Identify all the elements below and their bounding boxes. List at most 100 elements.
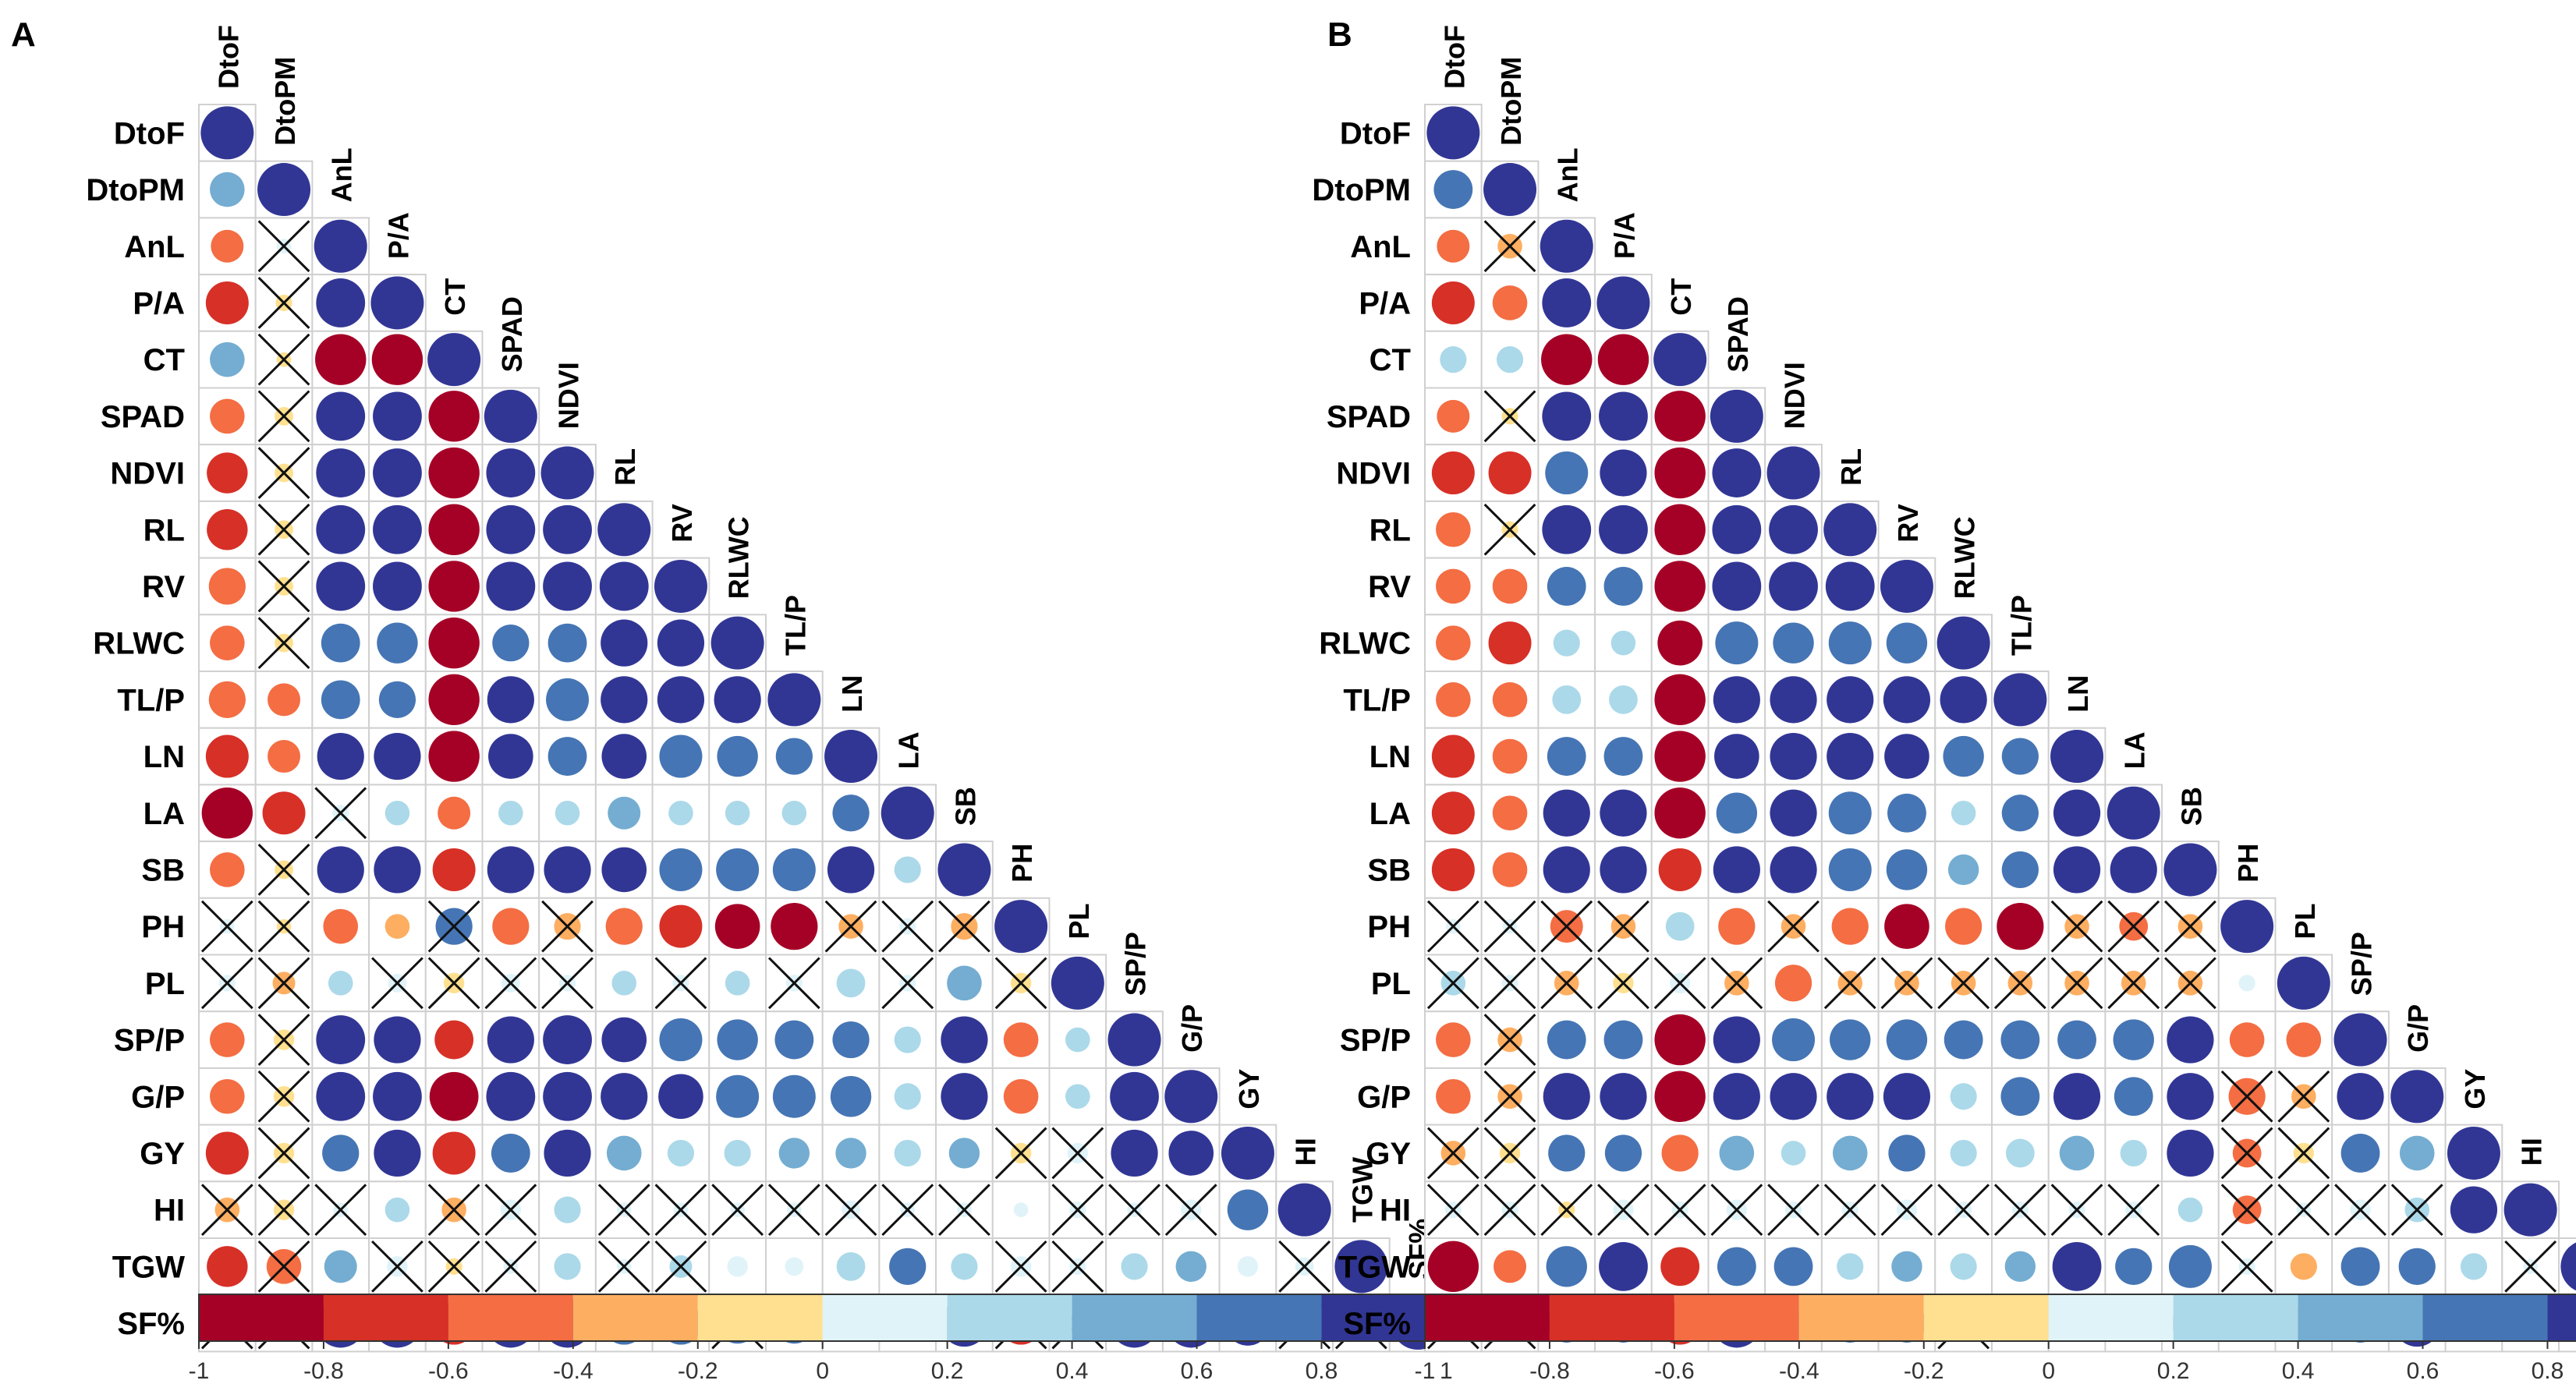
insignificant-cross-ph-dtof — [200, 900, 253, 953]
corr-circle-spad-p-a — [373, 391, 422, 441]
corr-circle-gy-la — [894, 1139, 921, 1167]
corr-circle-spad-spad — [1710, 389, 1763, 443]
corr-circle-gy-p-a — [374, 1129, 421, 1177]
corr-circle-rv-dtof — [208, 568, 246, 605]
corr-circle-ph-rl — [1831, 908, 1869, 945]
corr-circle-la-rlwc — [1951, 800, 1976, 826]
insignificant-cross-pl-dtopm — [257, 957, 310, 1010]
row-label-anl: AnL — [1350, 230, 1411, 264]
insignificant-cross-rl-dtopm — [1483, 503, 1536, 556]
row-label-sp-p: SP/P — [114, 1024, 185, 1058]
insignificant-cross-hi-spad — [1710, 1184, 1763, 1237]
colorbar-tick-label: -0.6 — [428, 1358, 469, 1384]
corr-circle-ph-tl-p — [1997, 903, 2044, 950]
corr-circle-g-p-ph — [1003, 1078, 1039, 1114]
corr-circle-ln-anl — [317, 732, 364, 780]
corr-circle-tgw-la — [889, 1248, 927, 1285]
corr-circle-anl-dtof — [1437, 229, 1470, 263]
column-label-p-a: P/A — [1608, 212, 1640, 259]
column-label-ct: CT — [439, 278, 471, 316]
colorbar-tick-label: 0.2 — [931, 1358, 964, 1384]
corr-circle-sp-p-pl — [1065, 1027, 1090, 1053]
insignificant-cross-pl-rlwc — [1937, 957, 1990, 1010]
colorbar-segment — [822, 1294, 948, 1341]
column-label-dtopm: DtoPM — [1495, 57, 1527, 146]
corr-circle-tgw-sp-p — [1121, 1253, 1148, 1280]
corr-circle-ndvi-ct — [1654, 447, 1706, 499]
corr-circle-g-p-sb — [941, 1073, 988, 1120]
corr-circle-p-a-anl — [1542, 278, 1592, 327]
corr-circle-la-ct — [1654, 788, 1706, 839]
corr-circle-gy-rlwc — [1950, 1139, 1977, 1167]
insignificant-cross-hi-rlwc — [711, 1184, 764, 1237]
corr-circle-g-p-spad — [486, 1071, 536, 1121]
colorbar-tick-label: -0.2 — [1904, 1358, 1944, 1384]
corr-circle-g-p-ln — [830, 1076, 872, 1117]
corr-circle-tgw-gy — [1237, 1256, 1259, 1277]
panel-b-plot: DtoF DtoPM AnL P/A CT SPAD NDVI RL RV RLWC TL/P LN L… — [1312, 25, 2576, 1384]
insignificant-cross-hi-rl — [1823, 1184, 1876, 1237]
corr-circle-rlwc-spad — [492, 625, 530, 662]
insignificant-cross-gy-dtopm — [257, 1127, 310, 1180]
corr-circle-sp-p-sp-p — [2333, 1013, 2387, 1067]
corr-circle-rlwc-rlwc — [710, 616, 764, 670]
corr-circle-ln-ln — [2050, 730, 2104, 784]
corr-circle-sp-p-ndvi — [543, 1015, 592, 1064]
corr-circle-la-tl-p — [781, 800, 807, 826]
corr-circle-ndvi-dtof — [1431, 451, 1475, 495]
insignificant-cross-hi-ct — [427, 1184, 480, 1237]
corr-circle-gy-rv — [1888, 1134, 1926, 1172]
corr-circle-rv-ndvi — [1769, 561, 1818, 611]
corr-circle-dtof-dtof — [200, 106, 254, 160]
corr-circle-ct-dtopm — [1496, 346, 1524, 373]
row-label-g-p: G/P — [1357, 1080, 1411, 1114]
insignificant-cross-sb-dtopm — [257, 844, 310, 896]
corr-circle-g-p-anl — [1543, 1073, 1590, 1120]
corr-circle-ndvi-ndvi — [1766, 446, 1820, 500]
corr-circle-ct-anl — [315, 334, 367, 385]
row-label-la: LA — [144, 797, 185, 831]
corr-circle-gy-ct — [1661, 1134, 1699, 1172]
row-label-rlwc: RLWC — [1319, 627, 1411, 661]
corr-circle-sp-p-spad — [1713, 1016, 1760, 1064]
column-label-sp-p: SP/P — [2346, 932, 2378, 996]
column-label-rlwc: RLWC — [1949, 516, 1981, 599]
corr-circle-tgw-tgw — [1334, 1240, 1388, 1294]
insignificant-cross-hi-rv — [654, 1184, 707, 1237]
grid-cell — [1480, 784, 1540, 843]
colorbar-segment — [947, 1294, 1072, 1341]
corr-circle-sp-p-p-a — [1603, 1020, 1643, 1060]
corr-circle-tgw-ln — [836, 1251, 866, 1281]
corr-circle-rl-ct — [1654, 504, 1706, 555]
corr-circle-ln-anl — [1547, 737, 1586, 776]
corr-circle-gy-sb — [2167, 1129, 2214, 1177]
insignificant-cross-rv-dtopm — [257, 560, 310, 613]
corr-circle-gy-anl — [1548, 1134, 1586, 1172]
colorbar-tick-label: -0.8 — [1529, 1358, 1570, 1384]
corr-circle-ndvi-ndvi — [540, 446, 594, 500]
corr-circle-rlwc-ndvi — [547, 623, 587, 663]
corr-circle-ndvi-p-a — [1600, 449, 1647, 497]
corr-circle-tl-p-rlwc — [1940, 676, 1987, 724]
row-label-tl-p: TL/P — [1343, 683, 1411, 717]
corr-circle-tgw-ndvi — [1773, 1247, 1813, 1287]
colorbar-segment — [2173, 1294, 2298, 1341]
corr-circle-g-p-ct — [429, 1071, 479, 1121]
insignificant-cross-ph-ln — [2050, 900, 2103, 953]
corr-circle-rlwc-ct — [1657, 620, 1703, 666]
corr-circle-rlwc-dtof — [210, 625, 245, 660]
corr-circle-la-ct — [438, 796, 471, 830]
column-label-rv: RV — [666, 504, 698, 542]
corr-circle-gy-spad — [491, 1134, 530, 1173]
colorbar-tick-label: 0.6 — [2407, 1358, 2440, 1384]
corr-circle-pl-sb — [947, 965, 982, 1001]
row-label-rlwc: RLWC — [93, 627, 185, 661]
corr-circle-ph-anl — [323, 908, 359, 944]
corr-circle-la-dtof — [1431, 791, 1475, 835]
insignificant-cross-tgw-hi — [1278, 1240, 1331, 1293]
corr-circle-rv-dtof — [1436, 568, 1471, 604]
corr-circle-ndvi-dtof — [207, 452, 248, 494]
corr-circle-sp-p-rlwc — [1944, 1020, 1983, 1060]
column-label-ndvi: NDVI — [553, 362, 585, 429]
corr-circle-gy-ct — [432, 1131, 476, 1175]
